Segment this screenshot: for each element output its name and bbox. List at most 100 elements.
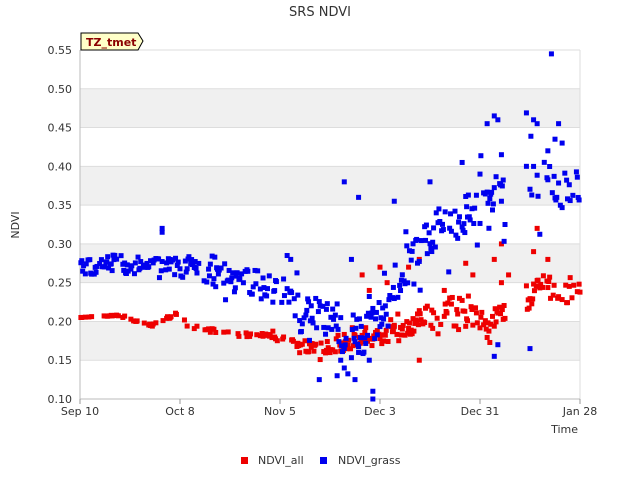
point-ndvi-all [377,264,383,270]
point-ndvi-grass [331,316,337,322]
point-ndvi-grass [240,280,246,286]
point-ndvi-grass [356,349,362,355]
point-ndvi-grass [206,273,212,279]
point-ndvi-grass [402,281,408,287]
point-ndvi-grass [364,313,370,319]
point-ndvi-grass [473,192,479,198]
point-ndvi-grass [352,339,358,345]
point-ndvi-grass [366,357,372,363]
point-ndvi-grass [395,294,401,300]
point-ndvi-grass [351,335,357,341]
point-ndvi-grass [158,268,164,274]
point-ndvi-grass [493,174,499,180]
point-ndvi-grass [397,282,403,288]
point-ndvi-grass [330,306,336,312]
point-ndvi-grass [527,346,533,352]
point-ndvi-all [385,338,391,344]
point-ndvi-all [309,341,315,347]
point-ndvi-all [274,338,280,344]
point-ndvi-grass [487,196,493,202]
point-ndvi-all [535,277,541,283]
point-ndvi-grass [156,256,162,262]
point-ndvi-all [362,329,368,335]
point-ndvi-all [453,323,459,329]
point-ndvi-grass [448,211,454,217]
point-ndvi-grass [358,323,364,329]
point-ndvi-grass [146,264,152,270]
point-ndvi-grass [369,310,375,316]
point-ndvi-all [418,317,424,323]
point-ndvi-grass [343,335,349,341]
point-ndvi-grass [489,189,495,195]
point-ndvi-grass [437,218,443,224]
point-ndvi-grass [128,266,134,272]
point-ndvi-grass [464,204,470,210]
point-ndvi-all [128,316,134,322]
point-ndvi-all [537,285,543,291]
point-ndvi-grass [194,270,200,276]
point-ndvi-grass [81,263,87,269]
point-ndvi-grass [221,280,227,286]
point-ndvi-all [482,318,488,324]
point-ndvi-all [297,350,303,356]
point-ndvi-grass [309,315,315,321]
point-ndvi-all [382,332,388,338]
point-ndvi-all [402,332,408,338]
point-ndvi-all [374,328,380,334]
point-ndvi-grass [349,327,355,333]
point-ndvi-grass [164,260,170,266]
point-ndvi-grass [272,288,278,294]
point-ndvi-grass [332,312,338,318]
badge-shape [80,32,144,51]
point-ndvi-all [400,322,406,328]
point-ndvi-grass [440,227,446,233]
y-tick-label: 0.30 [48,238,73,251]
point-ndvi-grass [204,279,210,285]
point-ndvi-grass [173,255,179,261]
point-ndvi-grass [189,257,195,263]
point-ndvi-all [448,301,454,307]
point-ndvi-all [341,331,347,337]
point-ndvi-grass [316,299,322,305]
point-ndvi-grass [211,276,217,282]
point-ndvi-all [396,338,402,344]
point-ndvi-grass [94,263,100,269]
point-ndvi-grass [156,275,162,281]
point-ndvi-grass [131,271,137,277]
point-ndvi-grass [370,305,376,311]
point-ndvi-grass [159,225,165,231]
point-ndvi-grass [378,315,384,321]
point-ndvi-grass [303,312,309,318]
point-ndvi-all [394,331,400,337]
point-ndvi-grass [122,260,128,266]
point-ndvi-all [184,323,190,329]
chart-title: SRS NDVI [289,5,351,20]
point-ndvi-all [350,343,356,349]
point-ndvi-grass [528,133,534,139]
point-ndvi-all [141,320,147,326]
point-ndvi-all [491,256,497,262]
point-ndvi-grass [428,245,434,251]
point-ndvi-all [330,347,336,353]
point-ndvi-grass [461,221,467,227]
point-ndvi-grass [534,121,540,127]
point-ndvi-grass [427,179,433,185]
point-ndvi-all [269,335,275,341]
point-ndvi-all [565,300,570,306]
point-ndvi-all [236,333,242,339]
point-ndvi-grass [448,228,454,234]
point-ndvi-grass [314,325,320,331]
point-ndvi-grass [82,271,88,277]
point-ndvi-grass [365,332,370,338]
point-ndvi-all [559,297,565,303]
point-ndvi-all [545,285,551,291]
point-ndvi-grass [177,266,183,272]
point-ndvi-all [134,318,140,324]
point-ndvi-grass [102,264,108,270]
point-ndvi-all [150,321,156,327]
point-ndvi-grass [324,301,330,307]
point-ndvi-all [469,306,475,312]
point-ndvi-grass [570,192,576,198]
point-ndvi-grass [304,307,310,313]
